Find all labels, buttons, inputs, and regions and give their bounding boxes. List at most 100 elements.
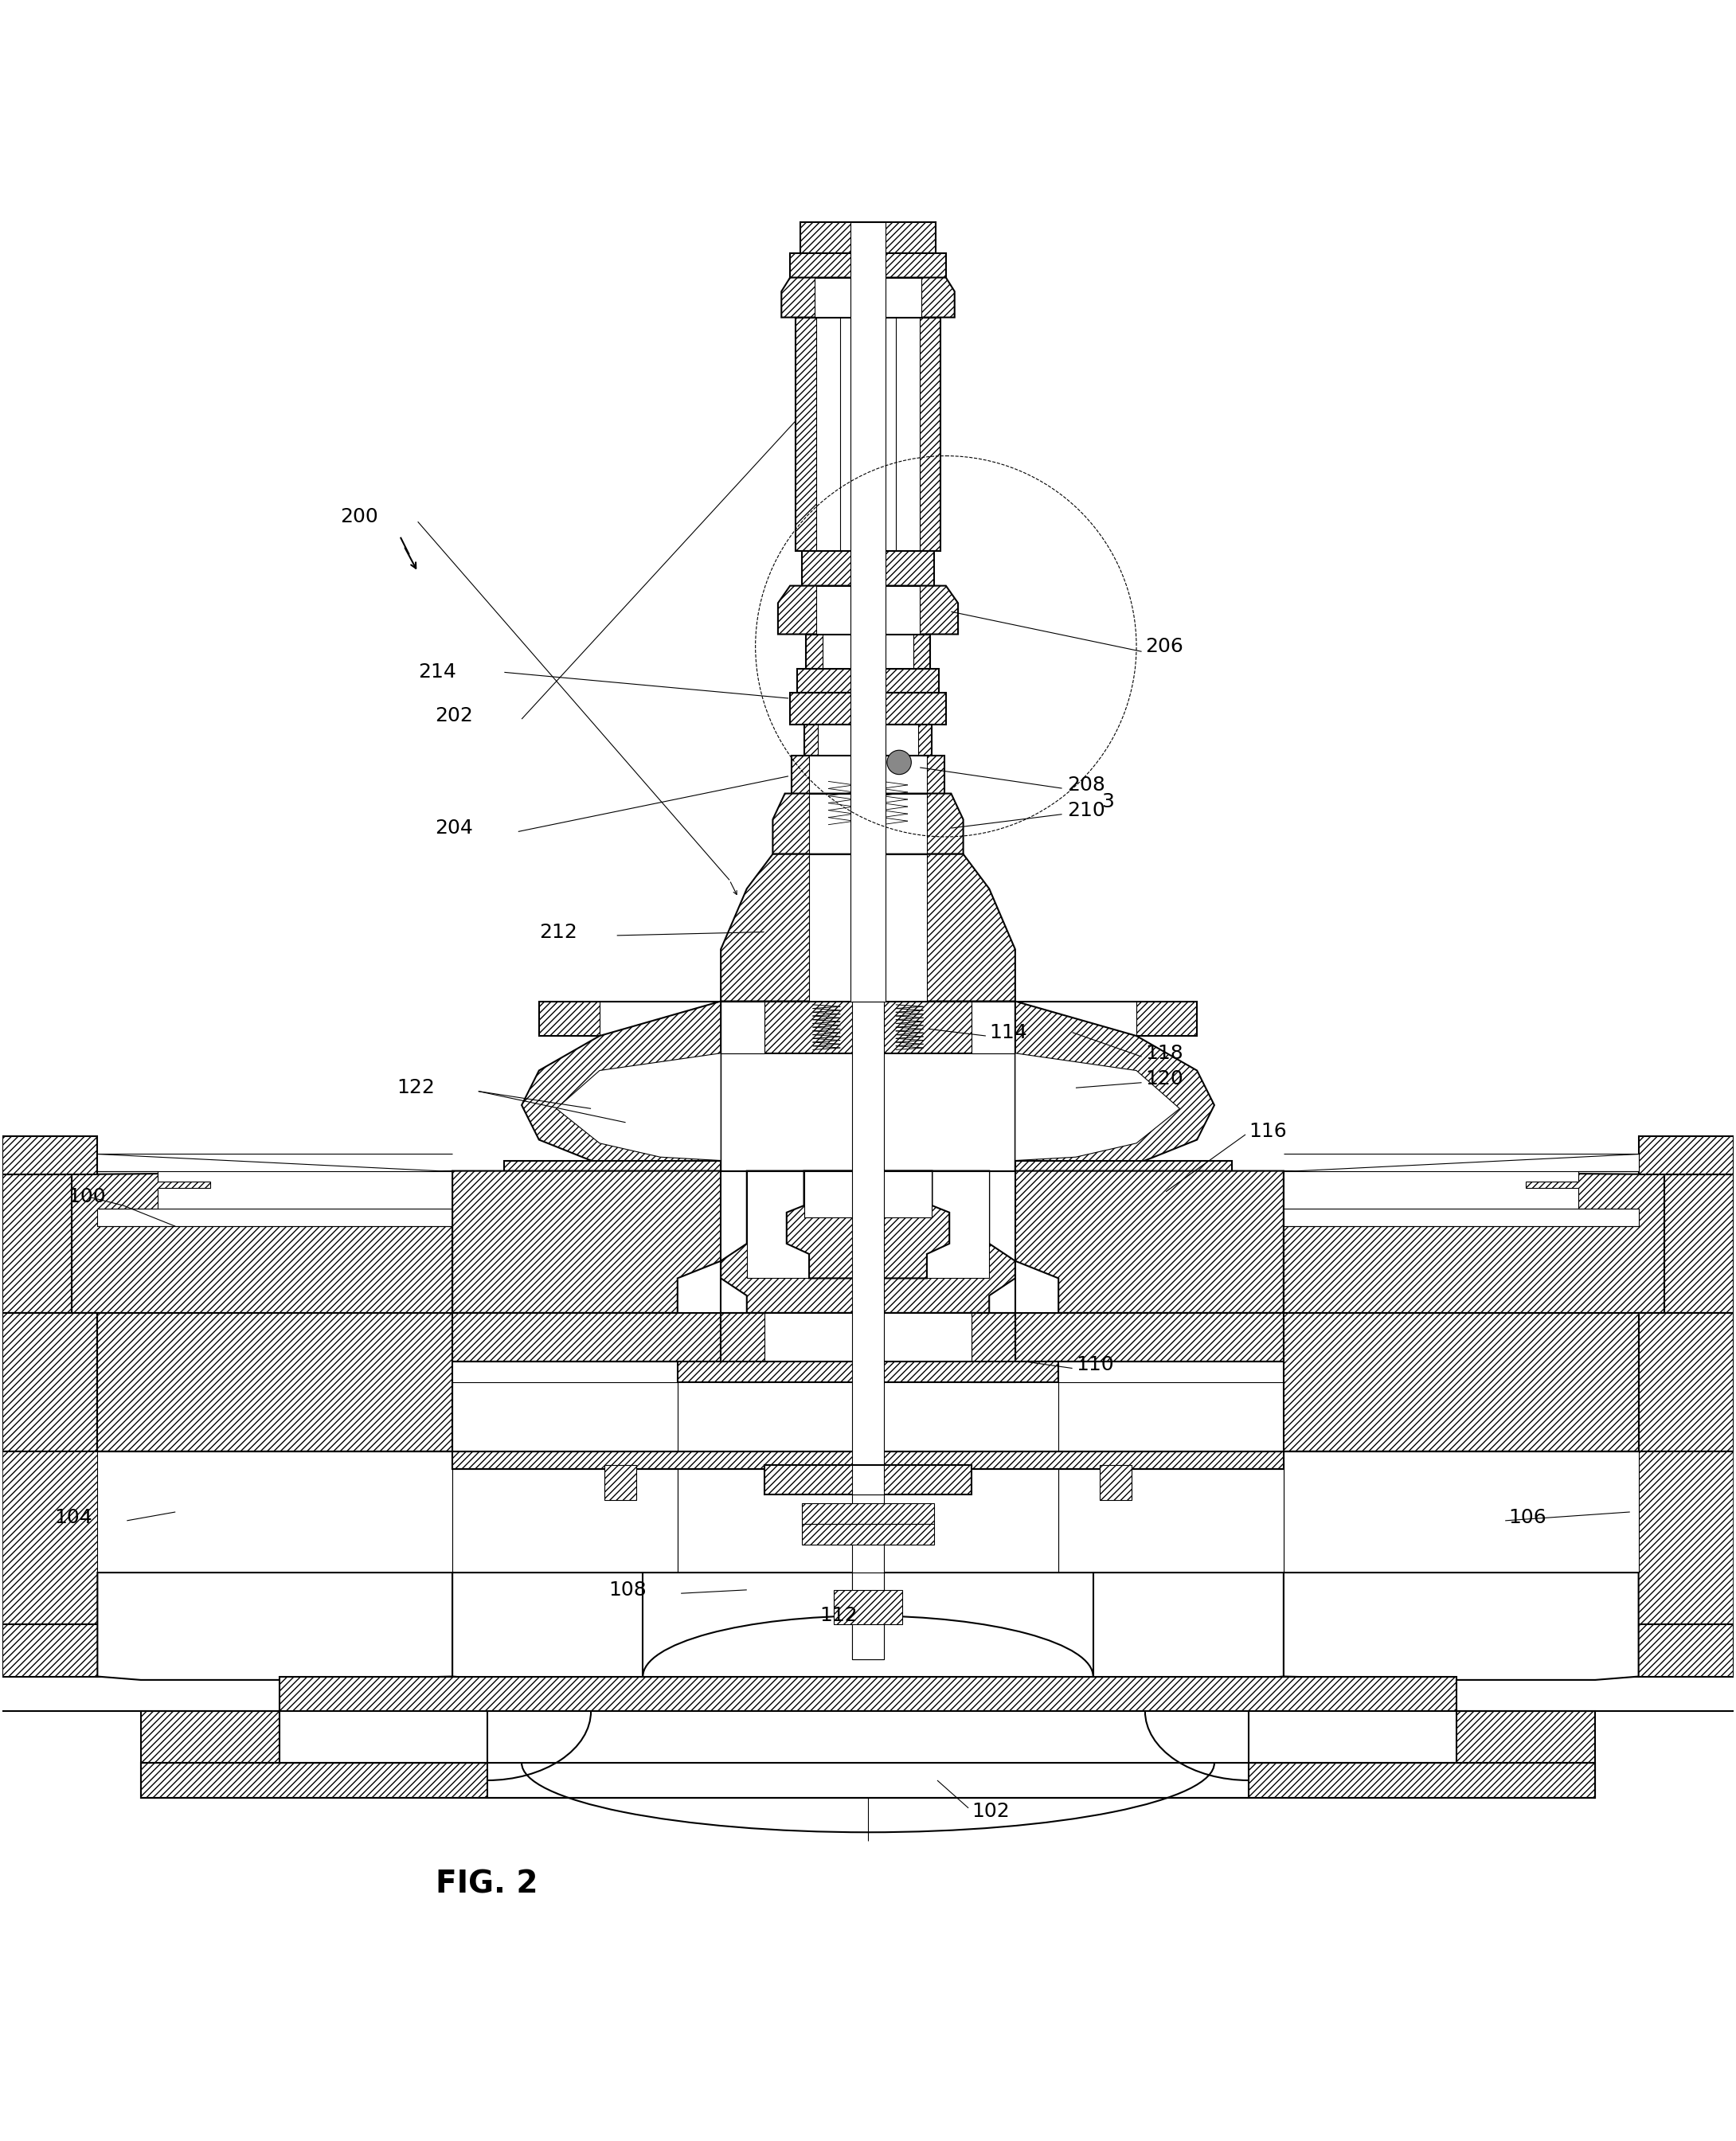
Text: 118: 118: [1146, 1043, 1182, 1062]
Polygon shape: [809, 756, 927, 794]
Text: 100: 100: [68, 1188, 106, 1205]
Text: 214: 214: [418, 664, 457, 681]
Polygon shape: [795, 317, 941, 550]
Polygon shape: [97, 1312, 453, 1452]
Polygon shape: [505, 1160, 720, 1175]
Text: 206: 206: [1146, 636, 1184, 655]
Polygon shape: [2, 1625, 141, 1676]
Polygon shape: [523, 1002, 720, 1171]
Polygon shape: [720, 854, 1016, 1002]
Polygon shape: [833, 1591, 903, 1625]
Polygon shape: [804, 1171, 932, 1218]
Polygon shape: [453, 1574, 1283, 1704]
Polygon shape: [1016, 1002, 1137, 1053]
Text: 210: 210: [1068, 801, 1106, 820]
Polygon shape: [677, 1452, 1059, 1574]
Text: 112: 112: [819, 1606, 858, 1625]
Polygon shape: [840, 317, 896, 550]
Text: 202: 202: [436, 707, 474, 726]
Polygon shape: [453, 1171, 1283, 1210]
Polygon shape: [809, 854, 927, 1002]
Polygon shape: [1665, 1175, 1734, 1312]
Polygon shape: [1595, 1625, 1734, 1676]
Polygon shape: [453, 1383, 677, 1452]
Polygon shape: [773, 794, 963, 854]
Polygon shape: [823, 634, 913, 668]
Polygon shape: [2, 1312, 97, 1452]
Polygon shape: [2, 1137, 97, 1175]
Polygon shape: [488, 1711, 1248, 1798]
Text: 200: 200: [340, 507, 378, 527]
Polygon shape: [816, 587, 920, 634]
Polygon shape: [1283, 1574, 1639, 1681]
Polygon shape: [279, 1676, 1457, 1711]
Text: 212: 212: [538, 923, 576, 942]
Polygon shape: [852, 1002, 884, 1659]
Polygon shape: [1016, 1312, 1283, 1362]
Text: 104: 104: [54, 1507, 92, 1527]
Polygon shape: [1639, 1312, 1734, 1351]
Polygon shape: [972, 1002, 1016, 1053]
Polygon shape: [806, 634, 930, 668]
Polygon shape: [599, 1002, 720, 1053]
Polygon shape: [851, 223, 885, 1002]
Polygon shape: [1016, 1171, 1283, 1312]
Polygon shape: [2, 1452, 453, 1625]
Polygon shape: [141, 1762, 1595, 1798]
Polygon shape: [97, 1154, 453, 1227]
Polygon shape: [792, 756, 944, 794]
Polygon shape: [97, 1452, 453, 1574]
Text: 116: 116: [1248, 1122, 1286, 1141]
Polygon shape: [1016, 1053, 1180, 1160]
Polygon shape: [804, 724, 932, 756]
Polygon shape: [1016, 1002, 1213, 1171]
Polygon shape: [764, 1464, 972, 1494]
Polygon shape: [816, 317, 920, 550]
Text: 120: 120: [1146, 1070, 1182, 1090]
Polygon shape: [786, 1171, 950, 1278]
Polygon shape: [781, 278, 955, 317]
Polygon shape: [778, 587, 958, 634]
Polygon shape: [677, 1362, 1059, 1383]
Polygon shape: [141, 1711, 279, 1798]
Circle shape: [887, 749, 911, 775]
Polygon shape: [71, 1171, 453, 1312]
Polygon shape: [852, 1464, 884, 1494]
Polygon shape: [720, 1312, 1016, 1383]
Polygon shape: [97, 1574, 453, 1681]
Polygon shape: [802, 1524, 934, 1546]
Polygon shape: [453, 1171, 720, 1312]
Polygon shape: [556, 1053, 720, 1160]
Polygon shape: [604, 1464, 635, 1501]
Polygon shape: [802, 550, 934, 587]
Polygon shape: [720, 1171, 1016, 1312]
Polygon shape: [809, 794, 927, 854]
Polygon shape: [800, 223, 936, 253]
Polygon shape: [1283, 1171, 1665, 1312]
Polygon shape: [1283, 1312, 1639, 1452]
Polygon shape: [2, 1175, 71, 1312]
Polygon shape: [790, 253, 946, 278]
Polygon shape: [1101, 1464, 1132, 1501]
Polygon shape: [1283, 1452, 1639, 1574]
Polygon shape: [1016, 1160, 1231, 1175]
Polygon shape: [764, 1312, 972, 1362]
Polygon shape: [797, 668, 939, 694]
Polygon shape: [746, 1171, 990, 1278]
Text: 122: 122: [398, 1079, 436, 1098]
Polygon shape: [453, 1312, 720, 1362]
Polygon shape: [453, 1452, 1283, 1469]
Text: 204: 204: [436, 818, 474, 837]
Polygon shape: [2, 1312, 97, 1351]
Polygon shape: [1059, 1452, 1283, 1574]
Polygon shape: [1457, 1711, 1595, 1798]
Text: 110: 110: [1076, 1355, 1115, 1375]
Text: 3: 3: [1102, 792, 1115, 811]
Polygon shape: [1283, 1452, 1734, 1625]
Polygon shape: [1283, 1154, 1639, 1227]
Polygon shape: [1059, 1383, 1283, 1452]
Polygon shape: [790, 694, 946, 724]
Text: 106: 106: [1509, 1507, 1547, 1527]
Polygon shape: [852, 1574, 884, 1659]
Text: 102: 102: [972, 1803, 1010, 1822]
